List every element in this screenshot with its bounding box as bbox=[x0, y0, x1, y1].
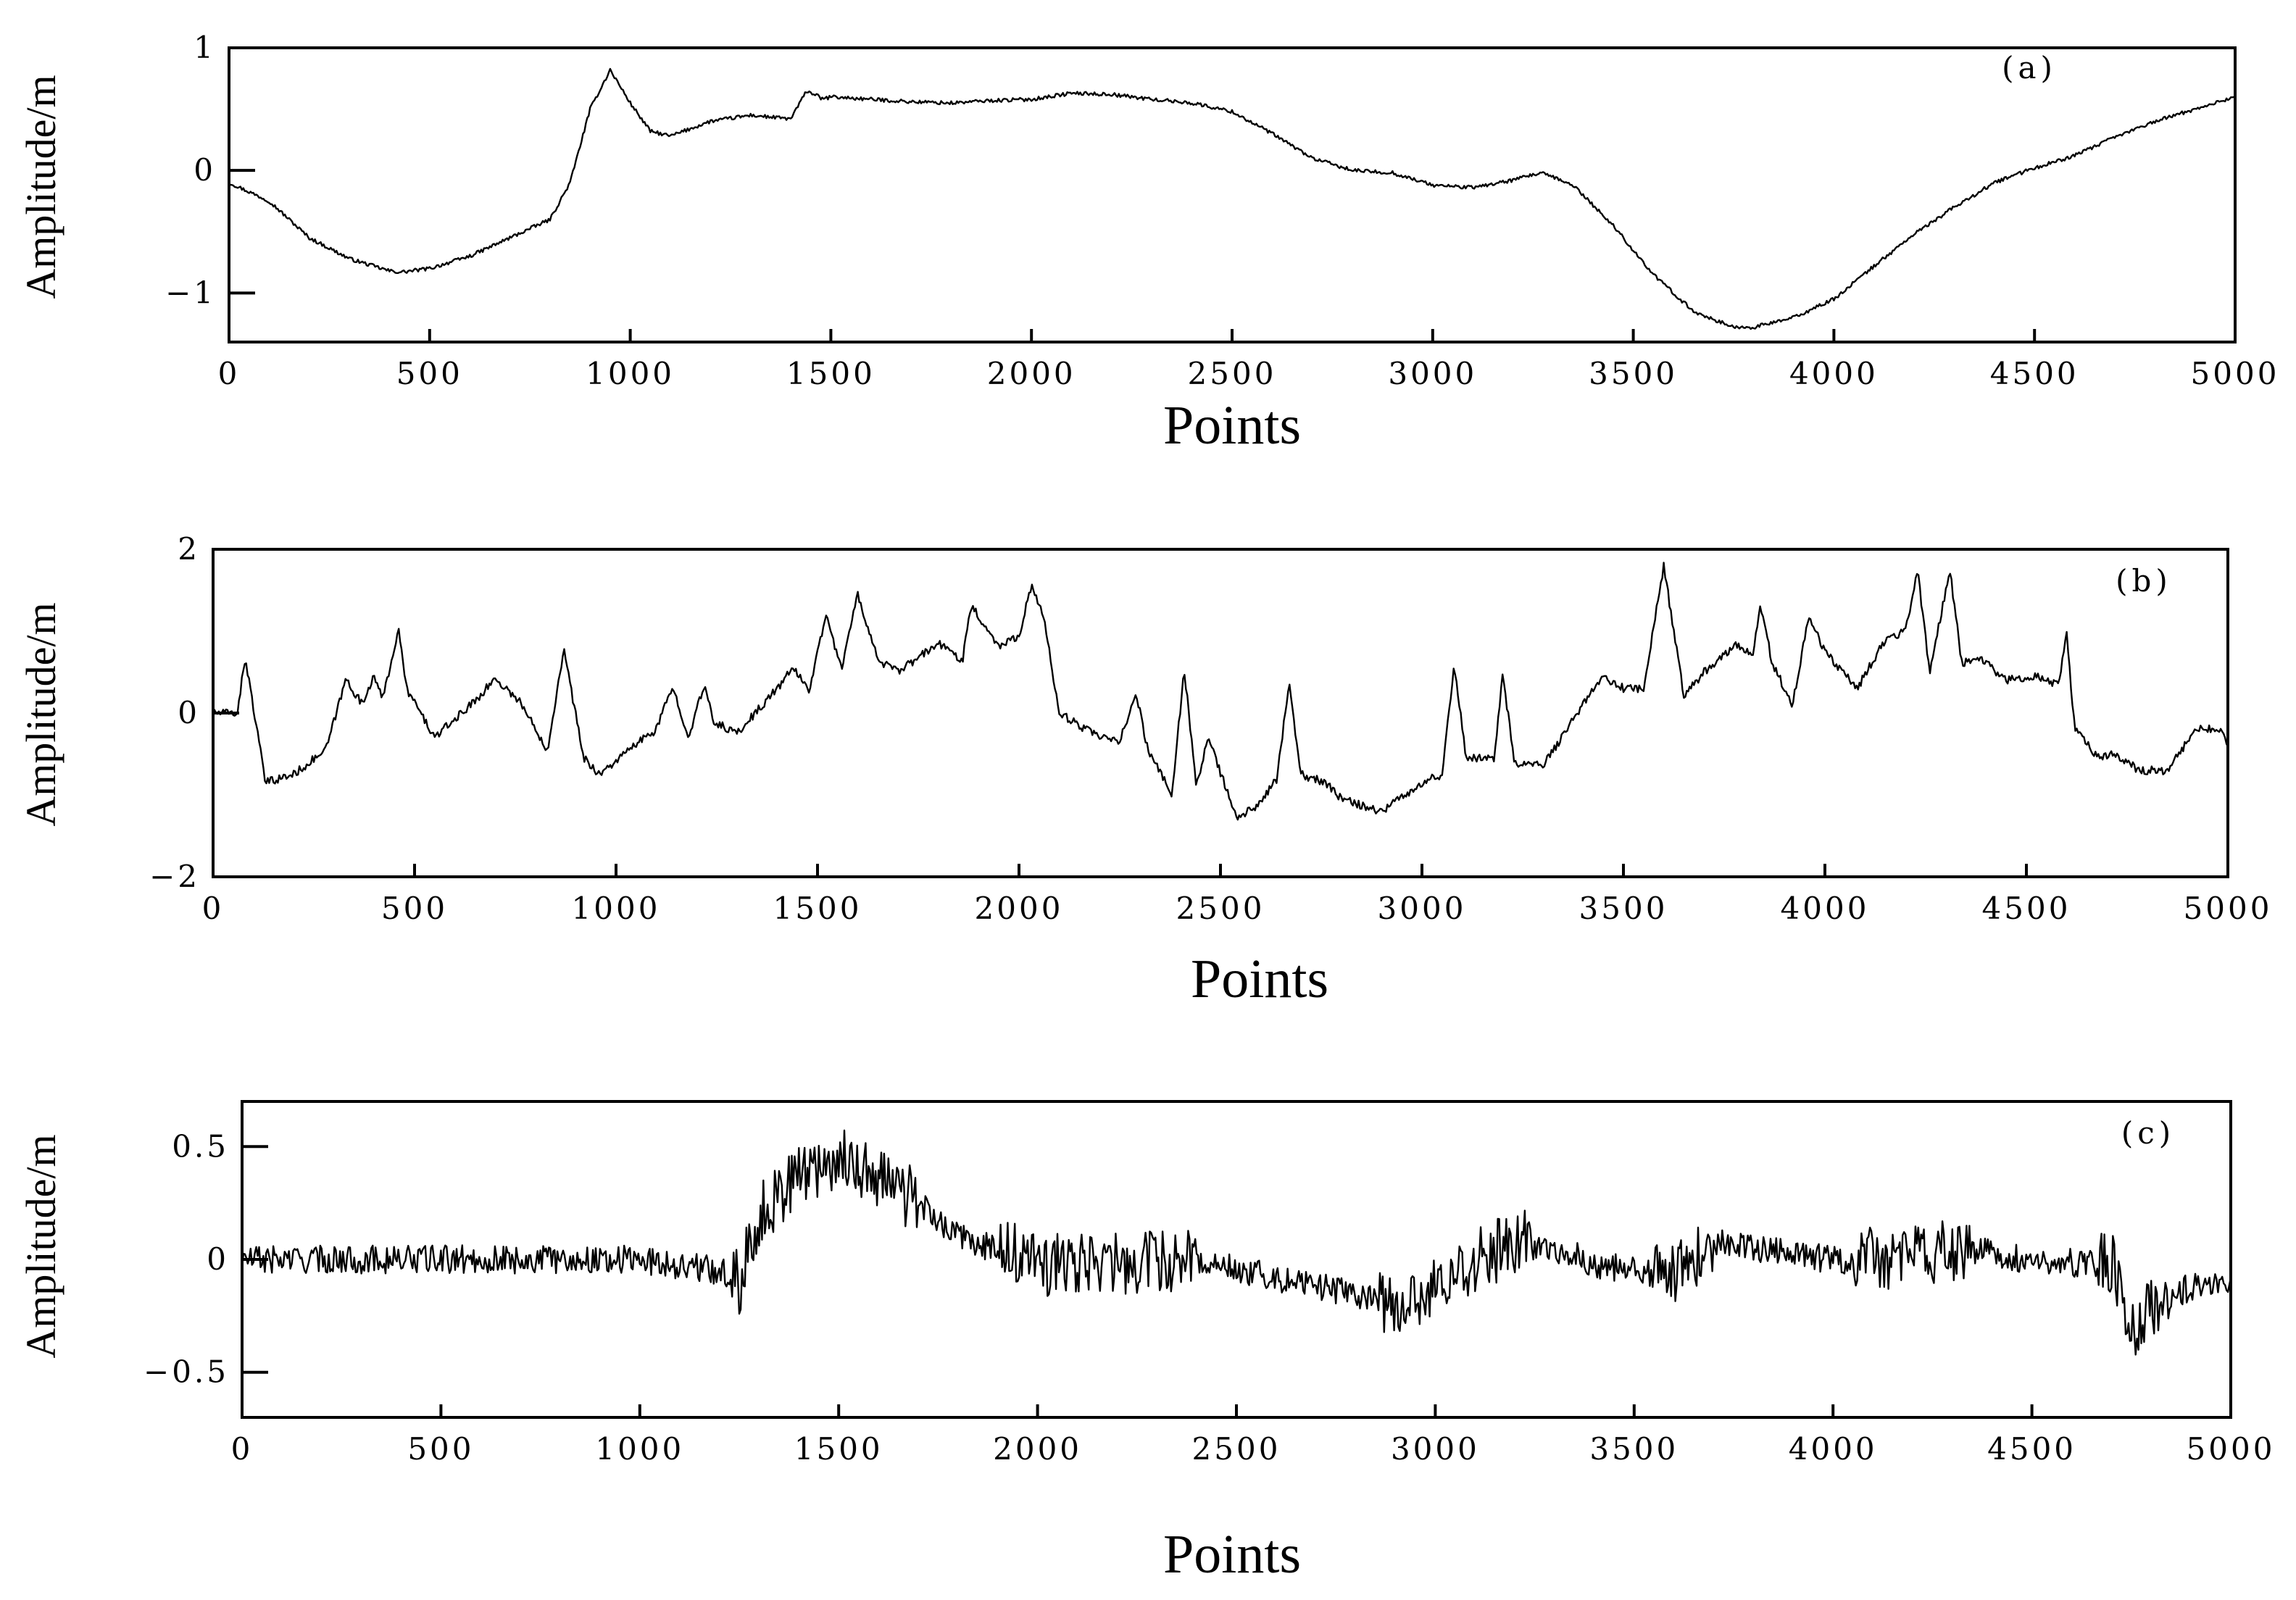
x-tick-label: 2000 bbox=[987, 356, 1076, 391]
panel-tag: (a) bbox=[2002, 50, 2057, 86]
series-line bbox=[228, 67, 2236, 330]
x-tick-label: 3000 bbox=[1378, 891, 1467, 926]
x-tick-label: 1500 bbox=[786, 356, 875, 391]
x-tick-label: 1500 bbox=[773, 891, 862, 926]
x-tick-label: 4500 bbox=[1987, 1431, 2076, 1467]
y-tick-label: 0 bbox=[178, 695, 200, 730]
x-tick-label: 3500 bbox=[1589, 1431, 1679, 1467]
y-tick-label: −2 bbox=[149, 859, 200, 894]
x-tick-label: 0 bbox=[202, 891, 225, 926]
x-tick-label: 0 bbox=[218, 356, 241, 391]
x-tick-label: 4500 bbox=[1990, 356, 2079, 391]
x-tick-label: 3000 bbox=[1388, 356, 1477, 391]
y-tick-label: −1 bbox=[165, 275, 216, 310]
x-tick-label: 1500 bbox=[794, 1431, 883, 1467]
x-tick-label: 2000 bbox=[993, 1431, 1082, 1467]
panel-a: Amplitude/m Points (a) 0 500 1000 1500 2000 2… bbox=[17, 30, 2280, 456]
y-axis-label: Amplitude/m bbox=[17, 75, 65, 299]
y-axis-label: Amplitude/m bbox=[17, 1134, 65, 1358]
x-tick-label: 4000 bbox=[1789, 1431, 1878, 1467]
y-tick-label: −0.5 bbox=[144, 1354, 229, 1390]
x-tick-label: 1000 bbox=[595, 1431, 684, 1467]
x-tick-label: 4000 bbox=[1789, 356, 1879, 391]
x-tick-label: 2500 bbox=[1192, 1431, 1281, 1467]
panel-b: Amplitude/m Points (b) 0 500 1000 1500 2000 2… bbox=[17, 531, 2273, 1009]
panel-tag: (c) bbox=[2121, 1115, 2175, 1151]
plot-frame bbox=[228, 46, 2237, 343]
y-tick-label: 0 bbox=[194, 152, 216, 188]
x-tick-label: 2500 bbox=[1176, 891, 1265, 926]
x-tick-label: 5000 bbox=[2184, 891, 2273, 926]
x-axis-label: Points bbox=[1163, 395, 1301, 456]
x-axis-label: Points bbox=[1191, 949, 1328, 1009]
y-axis-label: Amplitude/m bbox=[17, 602, 65, 826]
x-tick-label: 5000 bbox=[2191, 356, 2280, 391]
y-tick-label: 0 bbox=[207, 1241, 229, 1277]
y-tick-label: 0.5 bbox=[172, 1128, 229, 1164]
x-tick-label: 1000 bbox=[572, 891, 661, 926]
panel-tag: (b) bbox=[2116, 563, 2172, 599]
x-tick-label: 3000 bbox=[1391, 1431, 1480, 1467]
x-tick-label: 4000 bbox=[1781, 891, 1870, 926]
series-line bbox=[212, 562, 2229, 821]
y-tick-label: 1 bbox=[194, 30, 216, 65]
x-axis-label: Points bbox=[1163, 1524, 1301, 1585]
x-tick-label: 3500 bbox=[1579, 891, 1668, 926]
x-tick-label: 500 bbox=[407, 1431, 474, 1467]
series-line bbox=[241, 1129, 2232, 1356]
x-tick-label: 2000 bbox=[975, 891, 1064, 926]
x-tick-label: 4500 bbox=[1982, 891, 2071, 926]
x-tick-label: 0 bbox=[231, 1431, 254, 1467]
plot-frame bbox=[212, 548, 2229, 878]
x-tick-label: 3500 bbox=[1589, 356, 1678, 391]
panel-c: Amplitude/m Points (c) 0 500 1000 1500 2000 2… bbox=[17, 1100, 2276, 1585]
x-tick-label: 2500 bbox=[1188, 356, 1277, 391]
y-tick-label: 2 bbox=[178, 531, 200, 567]
x-tick-label: 5000 bbox=[2187, 1431, 2276, 1467]
x-tick-label: 500 bbox=[381, 891, 448, 926]
x-tick-label: 1000 bbox=[586, 356, 675, 391]
x-tick-label: 500 bbox=[396, 356, 463, 391]
